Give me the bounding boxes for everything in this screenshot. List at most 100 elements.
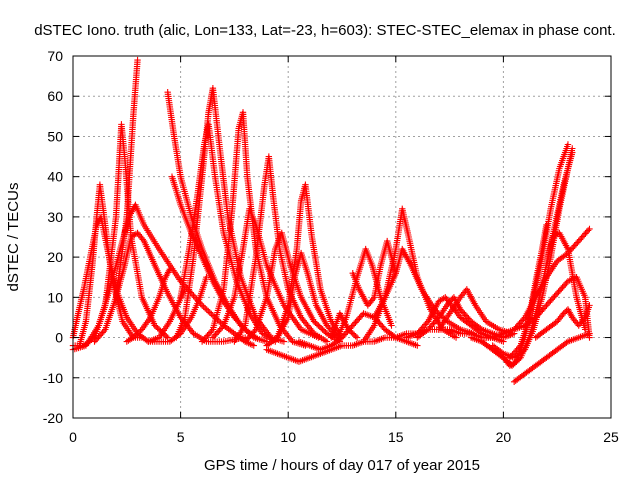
data-point bbox=[548, 296, 556, 303]
data-point bbox=[241, 338, 249, 345]
data-point bbox=[202, 333, 210, 341]
data-point bbox=[217, 319, 224, 326]
data-point bbox=[544, 300, 551, 308]
data-point bbox=[549, 294, 557, 302]
y-axis-label: dSTEC / TECUs bbox=[5, 183, 22, 292]
data-point bbox=[543, 221, 550, 229]
data-point bbox=[323, 322, 331, 329]
data-point bbox=[379, 323, 386, 330]
data-point bbox=[533, 312, 541, 320]
data-point bbox=[578, 234, 585, 242]
data-point bbox=[560, 282, 568, 289]
data-point bbox=[350, 320, 358, 328]
x-axis-label: GPS time / hours of day 017 of year 2015 bbox=[204, 457, 480, 474]
series bbox=[334, 245, 395, 341]
data-point bbox=[579, 233, 586, 240]
data-point bbox=[554, 290, 561, 297]
data-point bbox=[584, 227, 592, 234]
x-tick-label: 25 bbox=[603, 429, 619, 445]
data-point bbox=[219, 323, 226, 331]
data-point bbox=[322, 328, 329, 336]
data-point bbox=[586, 225, 593, 233]
data-point bbox=[212, 331, 219, 338]
data-point bbox=[462, 312, 469, 319]
x-tick-label: 15 bbox=[388, 429, 404, 445]
data-point bbox=[243, 336, 250, 344]
y-axis: -20 -10 0 10 20 30 40 50 60 70 bbox=[43, 48, 611, 426]
series bbox=[435, 286, 516, 337]
data-point bbox=[208, 327, 215, 335]
data-point bbox=[520, 315, 527, 323]
data-point bbox=[200, 303, 207, 311]
y-tick-label: 50 bbox=[47, 128, 63, 144]
data-point bbox=[559, 284, 566, 291]
data-point bbox=[248, 330, 256, 338]
data-point bbox=[537, 308, 545, 315]
data-point bbox=[98, 330, 105, 338]
data-point bbox=[532, 314, 539, 321]
data-point bbox=[562, 281, 569, 288]
data-point bbox=[457, 306, 464, 313]
data-point bbox=[203, 274, 210, 281]
x-axis: 0 5 10 15 20 25 bbox=[69, 56, 619, 445]
data-point bbox=[388, 322, 395, 329]
data-point bbox=[552, 291, 560, 299]
data-point bbox=[508, 352, 515, 360]
data-point bbox=[535, 311, 542, 318]
data-point bbox=[236, 320, 243, 327]
data-point bbox=[211, 332, 218, 340]
data-point bbox=[510, 326, 518, 333]
data-point bbox=[201, 305, 209, 312]
data-point bbox=[452, 334, 460, 341]
data-marks bbox=[69, 56, 593, 385]
series bbox=[532, 302, 593, 341]
y-tick-label: 60 bbox=[47, 88, 63, 104]
data-point bbox=[514, 321, 522, 329]
y-tick-label: 20 bbox=[47, 249, 63, 265]
data-point bbox=[512, 348, 519, 355]
data-point bbox=[205, 307, 212, 315]
data-point bbox=[166, 265, 174, 273]
data-point bbox=[217, 325, 225, 332]
data-point bbox=[100, 327, 108, 335]
data-point bbox=[569, 145, 576, 152]
data-point bbox=[430, 320, 437, 327]
data-point bbox=[477, 325, 484, 332]
data-point bbox=[418, 325, 425, 333]
data-point bbox=[576, 236, 584, 243]
data-point bbox=[325, 323, 332, 331]
x-tick-label: 10 bbox=[280, 429, 296, 445]
data-point bbox=[555, 288, 562, 296]
data-point bbox=[391, 333, 398, 340]
data-point bbox=[428, 321, 436, 329]
data-point bbox=[541, 303, 549, 311]
data-point bbox=[551, 293, 558, 300]
data-point bbox=[354, 316, 362, 323]
data-point bbox=[209, 334, 217, 341]
data-point bbox=[519, 317, 526, 324]
data-point bbox=[134, 56, 141, 64]
data-point bbox=[543, 302, 550, 309]
data-point bbox=[422, 321, 429, 328]
series bbox=[231, 153, 331, 345]
data-point bbox=[208, 310, 215, 318]
data-point bbox=[580, 231, 588, 239]
data-point bbox=[352, 333, 359, 340]
data-point bbox=[235, 318, 242, 326]
data-point bbox=[463, 313, 471, 321]
data-point bbox=[247, 332, 254, 339]
data-point bbox=[582, 230, 589, 237]
data-point bbox=[545, 299, 553, 306]
data-point bbox=[341, 331, 348, 338]
data-point bbox=[509, 351, 516, 358]
data-point bbox=[414, 342, 421, 349]
data-point bbox=[424, 326, 432, 333]
data-point bbox=[233, 317, 241, 324]
data-point bbox=[516, 320, 523, 327]
data-point bbox=[459, 309, 467, 316]
y-tick-label: 40 bbox=[47, 169, 63, 185]
data-point bbox=[572, 240, 580, 248]
data-point bbox=[423, 319, 430, 327]
data-point bbox=[342, 329, 350, 337]
data-point bbox=[426, 324, 433, 332]
